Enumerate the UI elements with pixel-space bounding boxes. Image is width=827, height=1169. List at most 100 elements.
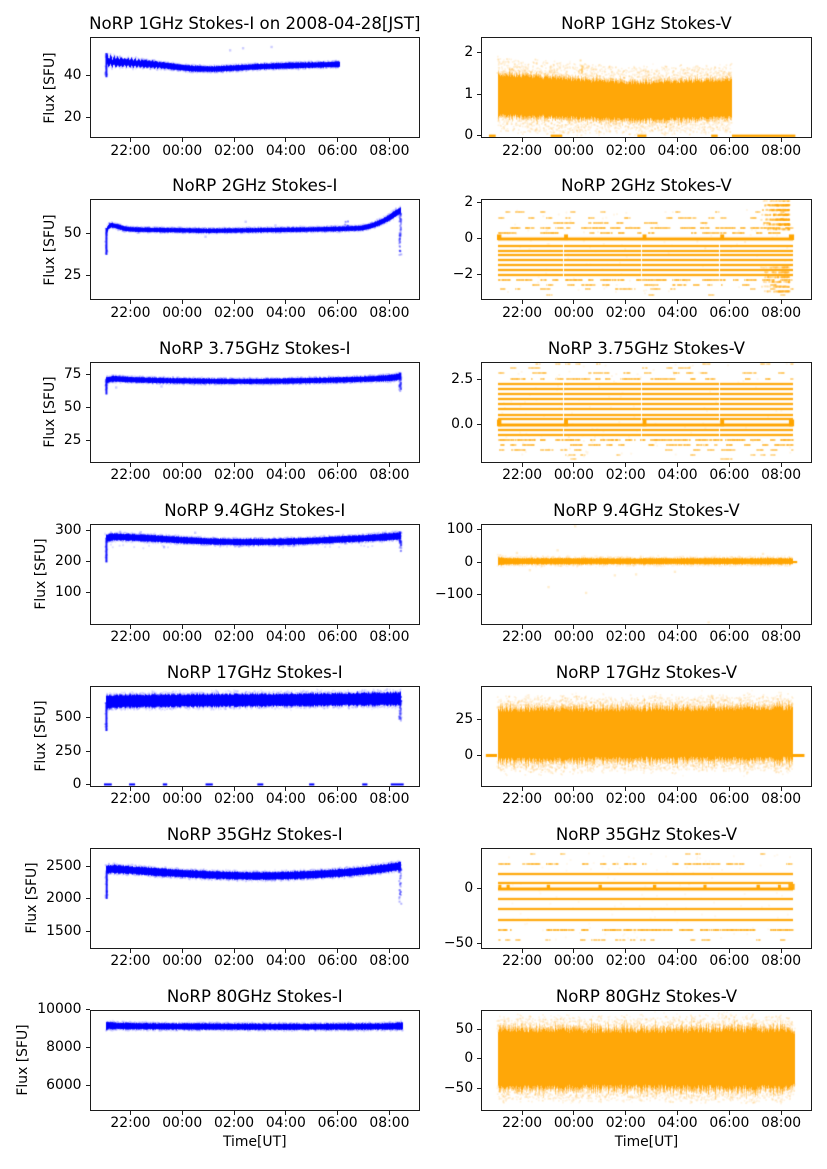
xtick-label-17ghz-i: 06:00: [317, 791, 358, 808]
ytick-label-9.4ghz-v: −100: [435, 586, 474, 603]
axes-80ghz-v: [481, 1009, 812, 1111]
xtick-mark-9.4ghz-v: [780, 624, 782, 629]
ytick-mark-17ghz-i: [85, 784, 90, 786]
ytick-mark-9.4ghz-v: [477, 594, 482, 596]
xtick-label-1ghz-v: 06:00: [709, 142, 750, 159]
xtick-mark-35ghz-v: [780, 948, 782, 953]
panel-title-2ghz-i: NoRP 2GHz Stokes-I: [172, 176, 338, 196]
xtick-label-17ghz-v: 04:00: [657, 791, 698, 808]
axis-ylabel-1ghz-i: Flux [SFU]: [41, 52, 58, 124]
xtick-mark-3.75ghz-i: [181, 462, 183, 467]
xtick-mark-2ghz-i: [285, 300, 287, 305]
xtick-label-2ghz-i: 08:00: [369, 304, 410, 321]
axes-35ghz-i: [89, 847, 420, 949]
panel-title-17ghz-v: NoRP 17GHz Stokes-V: [555, 662, 738, 682]
ytick-label-17ghz-i: 250: [54, 742, 82, 759]
xtick-mark-80ghz-v: [780, 1110, 782, 1115]
axes-9.4ghz-v: [481, 523, 812, 625]
xtick-label-35ghz-i: 02:00: [214, 953, 255, 970]
axes-17ghz-i: [89, 685, 420, 787]
xtick-mark-17ghz-i: [388, 786, 390, 791]
panel-title-80ghz-v: NoRP 80GHz Stokes-V: [555, 986, 738, 1006]
xtick-label-17ghz-i: 08:00: [369, 791, 410, 808]
xtick-mark-80ghz-i: [337, 1110, 339, 1115]
ytick-label-80ghz-v: 50: [455, 1020, 474, 1037]
xtick-label-9.4ghz-i: 02:00: [214, 629, 255, 645]
xtick-mark-9.4ghz-v: [677, 624, 679, 629]
xtick-label-2ghz-v: 00:00: [553, 304, 594, 321]
ytick-mark-17ghz-v: [477, 719, 482, 721]
ytick-mark-3.75ghz-i: [85, 406, 90, 408]
xtick-label-1ghz-i: 06:00: [317, 142, 358, 159]
xtick-label-17ghz-v: 22:00: [502, 791, 543, 808]
xtick-mark-3.75ghz-v: [728, 462, 730, 467]
ytick-mark-80ghz-i: [85, 1046, 90, 1048]
xtick-label-80ghz-v: 08:00: [761, 1115, 802, 1132]
xtick-mark-1ghz-i: [181, 138, 183, 143]
ytick-label-9.4ghz-i: 300: [54, 522, 82, 539]
ytick-mark-35ghz-v: [477, 888, 482, 890]
xtick-mark-9.4ghz-v: [521, 624, 523, 629]
ytick-label-80ghz-i: 8000: [46, 1038, 82, 1055]
xtick-label-1ghz-v: 02:00: [605, 142, 646, 159]
ytick-mark-1ghz-i: [85, 74, 90, 76]
xtick-mark-35ghz-i: [388, 948, 390, 953]
xtick-label-2ghz-v: 22:00: [502, 304, 543, 321]
axes-2ghz-v: [481, 199, 812, 301]
xtick-label-80ghz-i: 06:00: [317, 1115, 358, 1132]
axis-xlabel-80ghz-i: Time[UT]: [223, 1134, 287, 1151]
xtick-mark-80ghz-i: [233, 1110, 235, 1115]
xtick-mark-2ghz-v: [521, 300, 523, 305]
ytick-mark-17ghz-v: [477, 754, 482, 756]
panel-title-2ghz-v: NoRP 2GHz Stokes-V: [561, 176, 732, 196]
xtick-mark-9.4ghz-v: [573, 624, 575, 629]
xtick-label-1ghz-i: 00:00: [162, 142, 203, 159]
xtick-label-2ghz-v: 04:00: [657, 304, 698, 321]
xtick-mark-17ghz-i: [337, 786, 339, 791]
xtick-label-80ghz-i: 02:00: [214, 1115, 255, 1132]
xtick-mark-2ghz-v: [677, 300, 679, 305]
xtick-label-35ghz-i: 06:00: [317, 953, 358, 970]
xtick-label-2ghz-i: 00:00: [162, 304, 203, 321]
ytick-mark-35ghz-v: [477, 943, 482, 945]
ytick-label-35ghz-i: 2500: [46, 857, 82, 874]
ytick-label-17ghz-i: 500: [54, 708, 82, 725]
xtick-mark-80ghz-v: [677, 1110, 679, 1115]
ytick-mark-35ghz-i: [85, 865, 90, 867]
xtick-mark-2ghz-v: [780, 300, 782, 305]
ytick-mark-35ghz-i: [85, 930, 90, 932]
xtick-mark-35ghz-v: [625, 948, 627, 953]
xtick-mark-1ghz-i: [233, 138, 235, 143]
xtick-mark-17ghz-v: [728, 786, 730, 791]
ytick-mark-3.75ghz-v: [477, 424, 482, 426]
xtick-mark-17ghz-i: [129, 786, 131, 791]
xtick-label-80ghz-v: 02:00: [605, 1115, 646, 1132]
xtick-label-17ghz-v: 08:00: [761, 791, 802, 808]
ytick-label-35ghz-v: −50: [443, 935, 474, 952]
ytick-mark-9.4ghz-i: [85, 592, 90, 594]
xtick-mark-9.4ghz-v: [728, 624, 730, 629]
xtick-label-35ghz-v: 02:00: [605, 953, 646, 970]
xtick-label-2ghz-i: 04:00: [265, 304, 306, 321]
ytick-label-35ghz-i: 1500: [46, 922, 82, 939]
xtick-mark-1ghz-v: [728, 138, 730, 143]
xtick-mark-3.75ghz-v: [521, 462, 523, 467]
xtick-label-35ghz-i: 00:00: [162, 953, 203, 970]
xtick-label-2ghz-v: 06:00: [709, 304, 750, 321]
axis-ylabel-35ghz-i: Flux [SFU]: [24, 862, 41, 934]
axis-ylabel-17ghz-i: Flux [SFU]: [32, 700, 49, 772]
xtick-label-35ghz-v: 00:00: [553, 953, 594, 970]
xtick-mark-9.4ghz-i: [337, 624, 339, 629]
xtick-label-17ghz-v: 06:00: [709, 791, 750, 808]
xtick-label-1ghz-v: 08:00: [761, 142, 802, 159]
xtick-label-9.4ghz-i: 04:00: [265, 629, 306, 645]
xtick-mark-35ghz-i: [285, 948, 287, 953]
xtick-label-35ghz-i: 04:00: [265, 953, 306, 970]
xtick-mark-2ghz-i: [129, 300, 131, 305]
ytick-label-2ghz-v: −2: [452, 266, 474, 283]
xtick-label-80ghz-i: 08:00: [369, 1115, 410, 1132]
xtick-label-3.75ghz-i: 00:00: [162, 467, 203, 483]
xtick-mark-35ghz-i: [233, 948, 235, 953]
panel-title-9.4ghz-v: NoRP 9.4GHz Stokes-V: [553, 500, 740, 520]
